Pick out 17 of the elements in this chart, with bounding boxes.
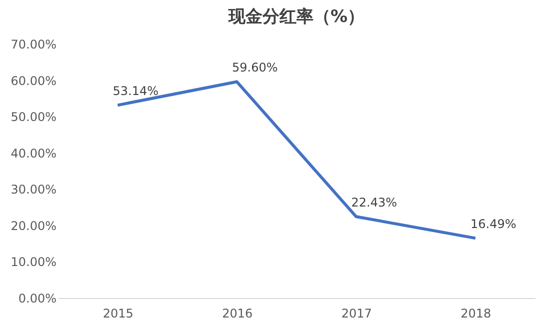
data-label: 16.49% [470,217,516,232]
x-tick-label: 2015 [102,306,134,320]
chart-title: 现金分红率（%） [227,7,365,27]
y-tick-label: 30.00% [10,182,56,197]
y-tick-label: 60.00% [10,74,56,88]
x-tick-label: 2018 [460,306,492,320]
x-tick-label: 2017 [341,306,372,320]
x-tick-label: 2016 [222,306,253,320]
y-tick-label: 40.00% [10,146,56,160]
data-label: 59.60% [232,60,278,75]
y-tick-label: 50.00% [10,110,56,124]
y-tick-label: 0.00% [18,292,56,306]
data-label: 53.14% [112,84,159,98]
y-tick-label: 70.00% [10,38,56,52]
y-tick-label: 20.00% [10,218,56,233]
y-tick-label: 10.00% [10,255,56,270]
data-label: 22.43% [351,196,398,210]
